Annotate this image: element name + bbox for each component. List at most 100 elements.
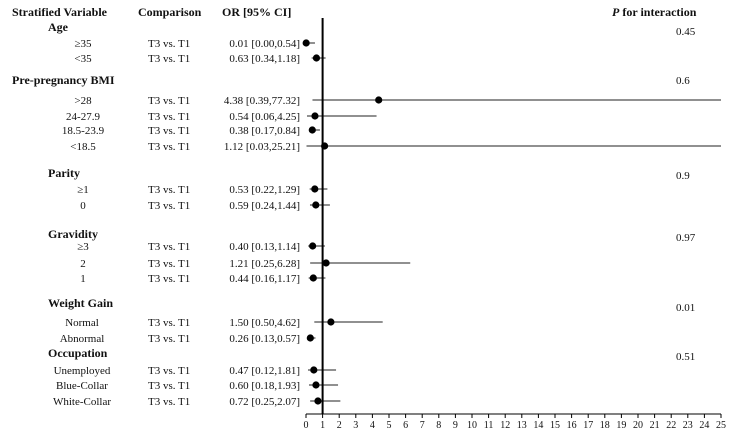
group-label: Pre-pregnancy BMI	[12, 73, 115, 87]
row-or-ci-text: 0.60 [0.18,1.93]	[229, 380, 300, 392]
or-point	[310, 366, 318, 374]
row-or-ci-text: 1.12 [0.03,25.21]	[224, 141, 300, 153]
p-interaction-value: 0.9	[676, 170, 690, 182]
row-or-ci-text: 4.38 [0.39,77.32]	[224, 95, 300, 107]
row-or-ci-text: 0.01 [0.00,0.54]	[229, 38, 300, 50]
x-tick-label: 12	[500, 420, 510, 431]
x-tick-label: 21	[650, 420, 660, 431]
row-label: >28	[74, 95, 92, 107]
x-tick-label: 16	[567, 420, 577, 431]
x-tick-label: 14	[533, 420, 543, 431]
group-label: Gravidity	[48, 227, 98, 241]
x-tick-label: 20	[633, 420, 643, 431]
x-tick-label: 9	[453, 420, 458, 431]
or-point	[311, 185, 319, 193]
x-tick-label: 17	[583, 420, 593, 431]
x-tick-label: 4	[370, 420, 375, 431]
x-tick-label: 11	[484, 420, 494, 431]
or-point	[314, 397, 322, 405]
or-point	[311, 112, 319, 120]
p-interaction-value: 0.97	[676, 232, 696, 244]
header-variable: Stratified Variable	[12, 5, 108, 19]
row-label: ≥35	[74, 38, 92, 50]
or-point	[322, 259, 330, 267]
or-point	[312, 381, 320, 389]
x-tick-label: 22	[666, 420, 676, 431]
row-comparison: T3 vs. T1	[148, 95, 190, 107]
row-label: Blue-Collar	[56, 380, 108, 392]
row-or-ci-text: 0.47 [0.12,1.81]	[229, 365, 300, 377]
row-comparison: T3 vs. T1	[148, 380, 190, 392]
or-point	[375, 96, 383, 104]
row-label: Abnormal	[60, 333, 105, 345]
row-or-ci-text: 0.40 [0.13,1.14]	[229, 241, 300, 253]
or-point	[309, 242, 317, 250]
row-or-ci-text: 0.26 [0.13,0.57]	[229, 333, 300, 345]
p-interaction-value: 0.51	[676, 351, 695, 363]
row-or-ci-text: 0.54 [0.06,4.25]	[229, 111, 300, 123]
row-comparison: T3 vs. T1	[148, 317, 190, 329]
row-comparison: T3 vs. T1	[148, 111, 190, 123]
row-label: Normal	[65, 317, 99, 329]
row-label: <18.5	[70, 141, 96, 153]
row-or-ci-text: 0.53 [0.22,1.29]	[229, 184, 300, 196]
group-label: Parity	[48, 166, 80, 180]
header-p-rest: for interaction	[619, 5, 696, 19]
row-label: ≥1	[77, 184, 89, 196]
x-tick-label: 25	[716, 420, 726, 431]
row-comparison: T3 vs. T1	[148, 241, 190, 253]
header-comparison: Comparison	[138, 5, 202, 19]
x-tick-label: 8	[436, 420, 441, 431]
row-comparison: T3 vs. T1	[148, 396, 190, 408]
x-tick-label: 15	[550, 420, 560, 431]
row-comparison: T3 vs. T1	[148, 184, 190, 196]
row-comparison: T3 vs. T1	[148, 273, 190, 285]
or-point	[302, 39, 310, 47]
p-interaction-value: 0.01	[676, 302, 695, 314]
or-point	[308, 126, 316, 134]
row-or-ci-text: 0.38 [0.17,0.84]	[229, 125, 300, 137]
x-tick-label: 7	[420, 420, 425, 431]
row-label: ≥3	[77, 241, 89, 253]
x-tick-label: 3	[353, 420, 358, 431]
x-tick-label: 0	[304, 420, 309, 431]
rows-layer: Age 0.45 ≥35 T3 vs. T1 0.01 [0.00,0.54] <35 T3…	[12, 20, 721, 408]
or-point	[309, 274, 317, 282]
row-comparison: T3 vs. T1	[148, 125, 190, 137]
x-tick-label: 6	[403, 420, 408, 431]
x-tick-label: 23	[683, 420, 693, 431]
row-label: 1	[80, 273, 86, 285]
x-tick-label: 18	[600, 420, 610, 431]
x-axis: 0 1 2 3 4 5 6 7 8 9 10 11 12 13 14 15 16 17 18 19 20 21 22 23 24…	[304, 18, 726, 431]
x-tick-label: 5	[387, 420, 392, 431]
row-or-ci-text: 0.44 [0.16,1.17]	[229, 273, 300, 285]
row-label: Unemployed	[54, 365, 111, 377]
row-or-ci-text: 1.21 [0.25,6.28]	[229, 258, 300, 270]
or-point	[306, 334, 314, 342]
row-label: 18.5-23.9	[62, 125, 105, 137]
header-or: OR [95% CI]	[222, 5, 291, 19]
row-comparison: T3 vs. T1	[148, 141, 190, 153]
row-comparison: T3 vs. T1	[148, 365, 190, 377]
row-comparison: T3 vs. T1	[148, 258, 190, 270]
or-point	[312, 201, 320, 209]
x-tick-label: 24	[699, 420, 709, 431]
x-tick-label: 19	[616, 420, 626, 431]
group-label: Weight Gain	[48, 296, 113, 310]
header-p-interaction: P for interaction	[612, 5, 697, 19]
x-tick-label: 2	[337, 420, 342, 431]
row-comparison: T3 vs. T1	[148, 333, 190, 345]
row-label: 2	[80, 258, 86, 270]
x-tick-label: 10	[467, 420, 477, 431]
row-comparison: T3 vs. T1	[148, 38, 190, 50]
group-label: Age	[48, 20, 69, 34]
or-point	[327, 318, 335, 326]
or-point	[312, 54, 321, 62]
row-comparison: T3 vs. T1	[148, 200, 190, 212]
row-label: White-Collar	[53, 396, 111, 408]
row-comparison: T3 vs. T1	[148, 53, 190, 65]
p-interaction-value: 0.6	[676, 75, 690, 87]
row-or-ci-text: 0.72 [0.25,2.07]	[229, 396, 300, 408]
header-p-letter: P	[612, 5, 620, 19]
